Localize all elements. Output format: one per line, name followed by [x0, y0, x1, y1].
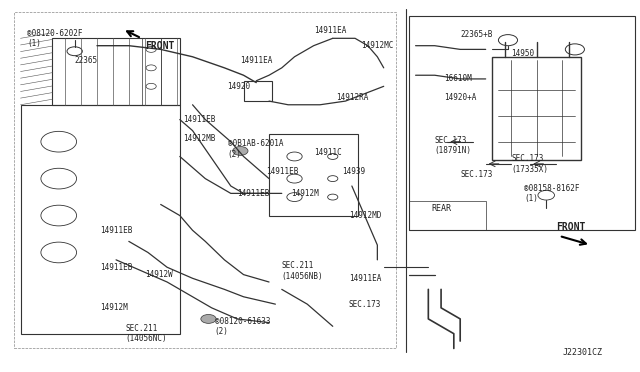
Bar: [269, 134, 358, 215]
Text: 14912M: 14912M: [291, 189, 319, 198]
Text: 14950: 14950: [511, 49, 534, 58]
Text: 14911EA: 14911EA: [349, 274, 381, 283]
Text: 14912W: 14912W: [145, 270, 173, 279]
Text: FRONT: FRONT: [556, 222, 585, 232]
Bar: [244, 81, 272, 101]
Text: 14920+A: 14920+A: [444, 93, 477, 102]
Text: 14920: 14920: [228, 82, 251, 91]
Bar: [492, 57, 581, 160]
Circle shape: [233, 147, 248, 155]
Text: ®08120-61633
(2): ®08120-61633 (2): [215, 317, 270, 336]
Text: 14911EB: 14911EB: [266, 167, 298, 176]
Text: ®08120-6202F
(1): ®08120-6202F (1): [27, 29, 83, 48]
Text: SEC.173: SEC.173: [349, 300, 381, 309]
Text: 22365+B: 22365+B: [460, 30, 493, 39]
Text: 14939: 14939: [342, 167, 365, 176]
Text: 14912M: 14912M: [100, 303, 128, 312]
Text: SEC.173: SEC.173: [460, 170, 493, 179]
Text: SEC.173
(18791N): SEC.173 (18791N): [435, 136, 472, 155]
Text: 14911EB: 14911EB: [237, 189, 269, 198]
Text: 22365: 22365: [75, 56, 98, 65]
Text: 16610M: 16610M: [444, 74, 472, 83]
Text: ®0B1AB-6201A
(2): ®0B1AB-6201A (2): [228, 140, 283, 159]
Text: 14911EA: 14911EA: [241, 56, 273, 65]
Text: 14912MB: 14912MB: [183, 134, 216, 142]
Circle shape: [201, 314, 216, 323]
Text: SEC.173
(17335X): SEC.173 (17335X): [511, 154, 548, 174]
Text: REAR: REAR: [431, 203, 451, 213]
Text: FRONT: FRONT: [145, 41, 174, 51]
Text: SEC.211
(14056NB): SEC.211 (14056NB): [282, 261, 323, 280]
Bar: [409, 201, 486, 230]
Text: SEC.211
(14056NC): SEC.211 (14056NC): [125, 324, 167, 343]
Text: 14912MD: 14912MD: [349, 211, 381, 220]
Text: 14911EB: 14911EB: [100, 226, 132, 235]
Text: 14911EA: 14911EA: [314, 26, 346, 35]
Bar: [409, 16, 636, 230]
Text: 14912MC: 14912MC: [362, 41, 394, 50]
Text: 14911C: 14911C: [314, 148, 341, 157]
Text: 14912RA: 14912RA: [336, 93, 368, 102]
Text: 14911EB: 14911EB: [183, 115, 216, 124]
Text: 14911EB: 14911EB: [100, 263, 132, 272]
Text: ®08158-8162F
(1): ®08158-8162F (1): [524, 184, 579, 203]
Text: J22301CZ: J22301CZ: [562, 348, 602, 357]
